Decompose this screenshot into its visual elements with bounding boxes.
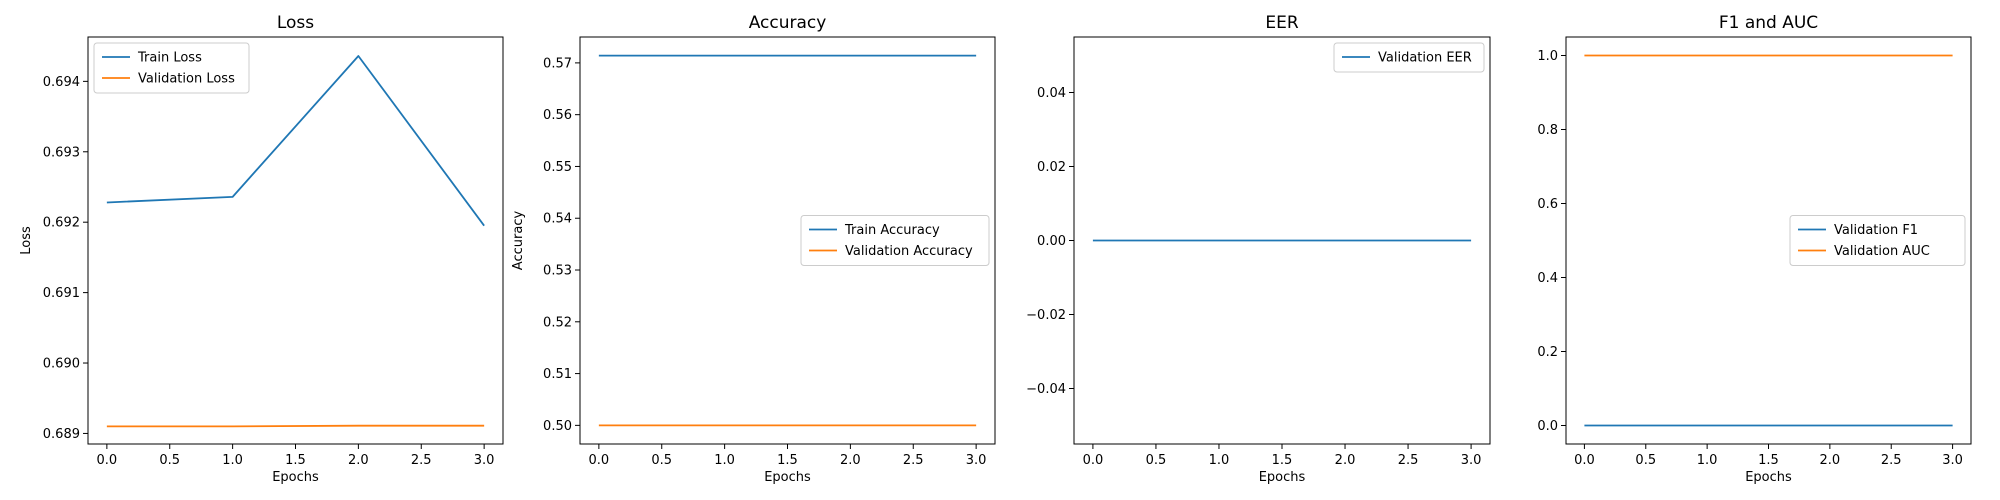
legend-box (800, 215, 990, 266)
legend-entry-label: Train Accuracy (844, 223, 940, 238)
y-tick-label: 0.6 (1537, 197, 1558, 212)
chart-panel-4: 0.0 0.5 1.0 1.5 2.0 2.5 3.0 0.0 0.2 0.4 0.6 0.8 1.0 F… (1537, 13, 1972, 485)
y-tick-label: 0.690 (43, 357, 80, 372)
legend: Validation F1 Validation AUC (1789, 215, 1966, 266)
x-tick-label: 2.0 (348, 453, 369, 468)
y-tick-label: 0.4 (1537, 271, 1558, 286)
y-axis-label: Accuracy (511, 211, 526, 271)
chart-panel-3: 0.0 0.5 1.0 1.5 2.0 2.5 3.0 −0.04 −0.02 0.00 0.02 0… (1026, 13, 1491, 485)
x-tick-label: 1.0 (714, 453, 735, 468)
series-line-validation-loss (106, 424, 485, 428)
x-axis-label: Epochs (1259, 470, 1306, 485)
x-tick-label: 2.0 (840, 453, 861, 468)
legend-box (1333, 42, 1485, 73)
x-tick-label: 3.0 (1461, 453, 1482, 468)
legend-entry-label: Validation Accuracy (845, 244, 973, 259)
x-tick-label: 1.0 (1697, 453, 1718, 468)
y-tick-label: 0.00 (1037, 234, 1066, 249)
y-tick-label: 0.57 (543, 56, 572, 71)
y-tick-label: 0.51 (543, 367, 572, 382)
chart-title: Loss (277, 13, 314, 33)
y-tick-label: 0.0 (1537, 419, 1558, 434)
y-tick-label: 0.691 (43, 286, 80, 301)
y-tick-label: 0.04 (1037, 86, 1066, 101)
y-tick-label: −0.02 (1026, 308, 1066, 323)
x-tick-label: 1.5 (1272, 453, 1293, 468)
x-tick-label: 0.0 (97, 453, 118, 468)
plot-frame (87, 36, 504, 445)
x-tick-label: 3.0 (474, 453, 495, 468)
x-tick-label: 1.0 (222, 453, 243, 468)
x-tick-label: 1.5 (777, 453, 798, 468)
y-axis-label: Loss (19, 226, 34, 255)
x-tick-label: 2.5 (1881, 453, 1902, 468)
x-tick-label: 2.5 (411, 453, 432, 468)
legend-entry-label: Validation EER (1378, 51, 1472, 66)
legend-entry-label: Validation F1 (1834, 223, 1918, 238)
x-tick-label: 1.0 (1209, 453, 1230, 468)
y-tick-label: 0.50 (543, 419, 572, 434)
y-tick-label: 0.689 (43, 427, 80, 442)
chart-title: F1 and AUC (1719, 13, 1818, 33)
y-tick-label: 0.55 (543, 160, 572, 175)
chart-panel-1: 0.0 0.5 1.0 1.5 2.0 2.5 3.0 0.689 0.690 0.691 0.69… (19, 13, 504, 485)
legend-entry-label: Train Loss (137, 51, 202, 66)
x-tick-label: 0.0 (1083, 453, 1104, 468)
x-axis-label: Epochs (764, 470, 811, 485)
y-tick-label: 0.8 (1537, 123, 1558, 138)
y-tick-label: 1.0 (1537, 49, 1558, 64)
chart-title: EER (1265, 13, 1298, 33)
y-tick-label: 0.693 (43, 145, 80, 160)
legend: Train Accuracy Validation Accuracy (800, 215, 990, 266)
y-tick-label: 0.692 (43, 216, 80, 231)
legend-box (1789, 215, 1966, 266)
series-line-train-loss (106, 55, 485, 227)
x-tick-label: 2.0 (1335, 453, 1356, 468)
x-tick-label: 0.0 (1574, 453, 1595, 468)
y-tick-label: 0.56 (543, 108, 572, 123)
x-tick-label: 3.0 (1942, 453, 1963, 468)
legend: Train Loss Validation Loss (93, 42, 250, 94)
y-tick-label: 0.53 (543, 264, 572, 279)
x-tick-label: 0.0 (589, 453, 610, 468)
x-axis-label: Epochs (272, 470, 319, 485)
x-tick-label: 2.5 (903, 453, 924, 468)
legend-box (93, 42, 250, 94)
x-tick-label: 0.5 (651, 453, 672, 468)
x-tick-label: 1.5 (1758, 453, 1779, 468)
y-tick-label: 0.54 (543, 212, 572, 227)
x-tick-label: 2.0 (1820, 453, 1841, 468)
x-tick-label: 3.0 (966, 453, 987, 468)
x-tick-label: 0.5 (1146, 453, 1167, 468)
legend-entry-label: Validation AUC (1834, 244, 1930, 259)
y-tick-label: 0.2 (1537, 345, 1558, 360)
x-tick-label: 0.5 (159, 453, 180, 468)
legend: Validation EER (1333, 42, 1485, 73)
legend-entry-label: Validation Loss (138, 72, 235, 87)
y-tick-label: 0.52 (543, 315, 572, 330)
y-tick-label: −0.04 (1026, 382, 1066, 397)
x-tick-label: 2.5 (1398, 453, 1419, 468)
x-tick-label: 0.5 (1635, 453, 1656, 468)
y-tick-label: 0.02 (1037, 160, 1066, 175)
x-tick-label: 1.5 (285, 453, 306, 468)
chart-panel-2: 0.0 0.5 1.0 1.5 2.0 2.5 3.0 0.50 0.51 0.52 0.53 0.5… (511, 13, 996, 485)
chart-title: Accuracy (749, 13, 827, 33)
x-axis-label: Epochs (1745, 470, 1792, 485)
y-tick-label: 0.694 (43, 75, 80, 90)
